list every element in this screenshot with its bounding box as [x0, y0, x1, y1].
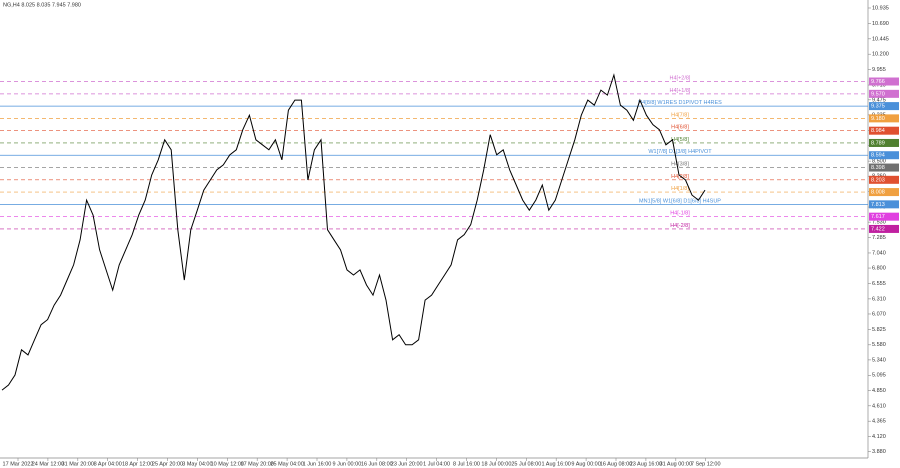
price-tag [869, 200, 899, 209]
level-label: H4[-2/8] [670, 223, 690, 229]
price-tag [869, 188, 899, 197]
y-tick-label: 10.200 [872, 52, 889, 58]
level-label: H4[1/8] [671, 186, 689, 192]
y-tick-label: 5.095 [872, 373, 886, 379]
y-tick-label: 5.825 [872, 327, 886, 333]
chart-title: NG,H4 8.025 8.035 7.945 7.980 [3, 2, 81, 8]
level-label: MN1[5/8] W1[6/8] D1[6/8] H4SUP [639, 198, 721, 204]
level-label: H4[-1/8] [670, 211, 690, 217]
x-tick-label: 31 Aug 00:00 [660, 461, 692, 467]
price-tag [869, 175, 899, 184]
y-tick-label: 7.285 [872, 235, 886, 241]
price-tag-label: 8.789 [871, 140, 885, 146]
x-tick-label: 3 May 04:00 [182, 461, 212, 467]
price-tag [869, 102, 899, 111]
x-tick-label: 31 Mar 20:00 [62, 461, 94, 467]
price-tag-label: 8.398 [871, 165, 885, 171]
price-tag-label: 7.422 [871, 226, 885, 232]
y-tick-label: 7.040 [872, 250, 886, 256]
price-tag-label: 8.008 [871, 190, 885, 196]
y-tick-label: 6.310 [872, 296, 886, 302]
x-tick-label: 1 Jul 04:00 [423, 461, 450, 467]
x-tick-label: 17 May 20:00 [241, 461, 274, 467]
price-tag [869, 224, 899, 233]
price-tag [869, 77, 899, 86]
level-label: H4[8/8] W1RES D1PIVOT H4RES [638, 100, 722, 106]
price-tag-label: 8.203 [871, 177, 885, 183]
y-tick-label: 9.955 [872, 67, 886, 73]
y-tick-label: 4.610 [872, 403, 886, 409]
price-tag [869, 89, 899, 98]
y-tick-label: 9.475 [872, 97, 886, 103]
y-tick-label: 5.340 [872, 357, 886, 363]
y-tick-label: 4.365 [872, 419, 886, 425]
y-tick-label: 6.555 [872, 281, 886, 287]
x-tick-label: 16 Aug 08:00 [600, 461, 632, 467]
x-tick-label: 23 Jun 20:00 [391, 461, 423, 467]
y-tick-label: 3.880 [872, 449, 886, 455]
price-tag-label: 8.594 [871, 153, 885, 159]
level-label: H4[5/8] [671, 137, 689, 143]
x-tick-label: 25 Apr 20:00 [152, 461, 183, 467]
price-tag-label: 9.766 [871, 79, 885, 85]
level-label: H4[3/8] [671, 162, 689, 168]
x-tick-label: 10 May 12:00 [211, 461, 244, 467]
level-label: H4[+2/8] [670, 75, 691, 81]
y-tick-label: 10.935 [872, 5, 889, 11]
price-tag-label: 9.570 [871, 91, 885, 97]
y-tick-label: 10.690 [872, 21, 889, 27]
x-tick-label: 18 Jul 00:00 [481, 461, 511, 467]
level-label: W1[7/8] D1[3/8] H4PIVOT [648, 149, 712, 155]
y-tick-label: 8.500 [872, 159, 886, 165]
level-label: H4[+1/8] [670, 88, 691, 94]
y-tick-label: 4.850 [872, 388, 886, 394]
x-tick-label: 24 Mar 12:00 [32, 461, 64, 467]
x-tick-label: 25 Jul 08:00 [511, 461, 541, 467]
x-tick-label: 9 Aug 00:00 [571, 461, 600, 467]
x-tick-label: 7 Sep 12:00 [691, 461, 721, 467]
x-tick-label: 18 Apr 12:00 [122, 461, 153, 467]
level-label: H4[2/8] [671, 174, 689, 180]
y-tick-label: 10.445 [872, 36, 889, 42]
y-tick-label: 6.070 [872, 311, 886, 317]
price-tag-label: 8.984 [871, 128, 885, 134]
x-tick-label: 23 Aug 16:00 [630, 461, 662, 467]
price-tag-label: 7.617 [871, 214, 885, 220]
price-tag-label: 7.813 [871, 202, 885, 208]
price-tag-label: 9.180 [871, 116, 885, 122]
level-label: H4[6/8] [671, 125, 689, 131]
price-tag [869, 212, 899, 221]
price-tag [869, 138, 899, 147]
price-tag [869, 126, 899, 135]
x-tick-label: 1 Jun 16:00 [303, 461, 332, 467]
x-tick-label: 8 Apr 04:00 [94, 461, 122, 467]
price-line [1, 73, 706, 391]
x-tick-label: 9 Jun 00:00 [333, 461, 362, 467]
price-tag-label: 9.375 [871, 104, 885, 110]
price-tag [869, 151, 899, 160]
x-tick-label: 25 May 04:00 [270, 461, 303, 467]
price-tag [869, 163, 899, 172]
level-label: H4[7/8] [671, 112, 689, 118]
x-tick-label: 8 Jul 16:00 [453, 461, 480, 467]
price-tag [869, 114, 899, 123]
x-tick-label: 1 Aug 16:00 [542, 461, 571, 467]
y-tick-label: 7.530 [872, 220, 886, 226]
y-tick-label: 4.120 [872, 434, 886, 440]
y-tick-label: 6.800 [872, 266, 886, 272]
y-tick-label: 5.580 [872, 342, 886, 348]
x-tick-label: 17 Mar 2022 [3, 461, 34, 467]
x-tick-label: 16 Jun 08:00 [361, 461, 393, 467]
